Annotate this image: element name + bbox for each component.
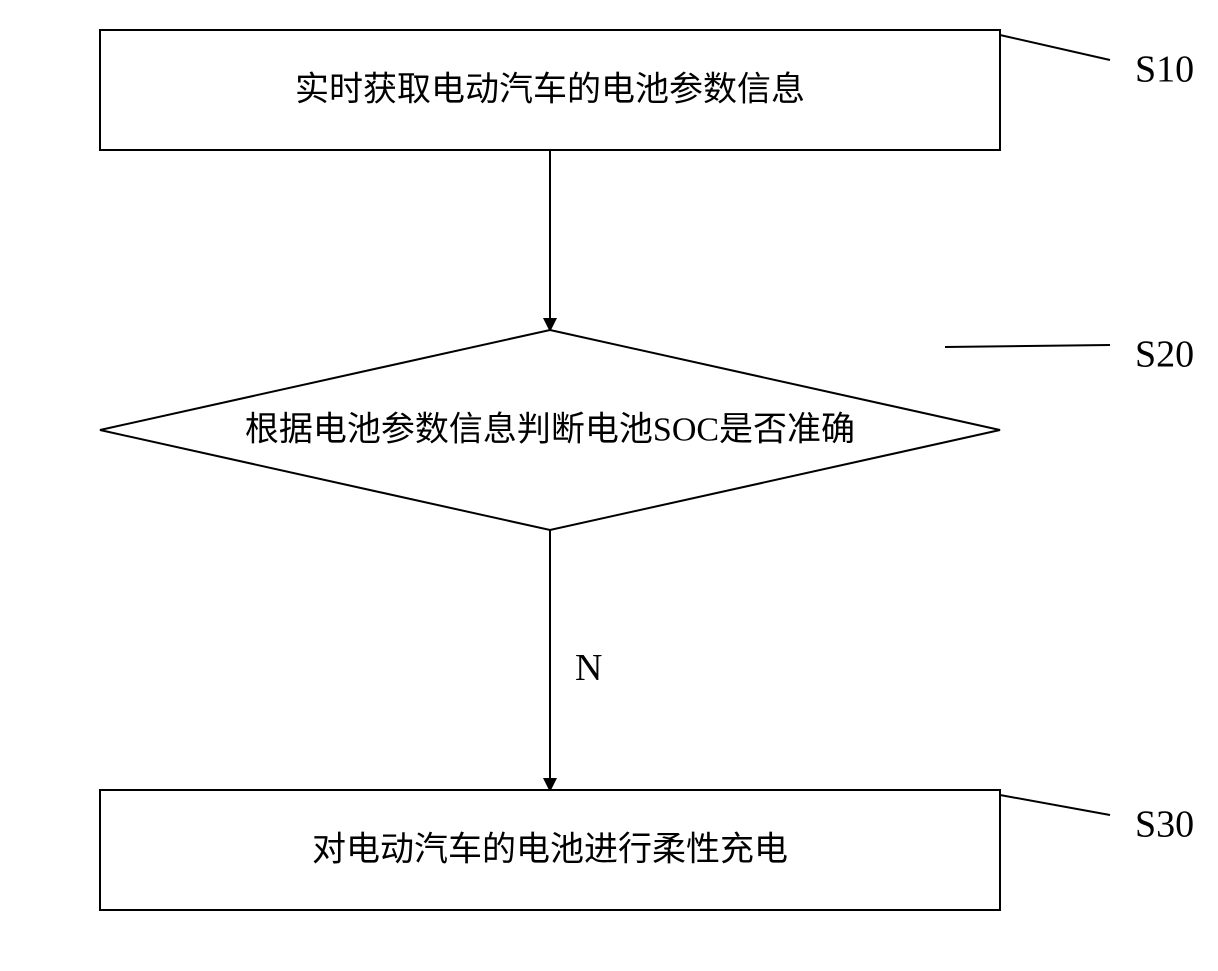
flowchart-canvas: N 实时获取电动汽车的电池参数信息 S10 根据电池参数信息判断电池SOC是否准确 S2… xyxy=(0,0,1218,971)
decision-text-s20: 根据电池参数信息判断电池SOC是否准确 xyxy=(245,411,855,449)
leader-line xyxy=(1000,35,1110,60)
step-label-s10: S10 xyxy=(1135,48,1194,90)
leader-line xyxy=(945,345,1110,347)
step-label-s20: S20 xyxy=(1135,333,1194,375)
step-label-s30: S30 xyxy=(1135,803,1194,845)
process-text-s30: 对电动汽车的电池进行柔性充电 xyxy=(312,831,788,869)
process-text-s10: 实时获取电动汽车的电池参数信息 xyxy=(295,71,805,109)
leader-line xyxy=(1000,795,1110,815)
edge-label: N xyxy=(575,647,602,689)
